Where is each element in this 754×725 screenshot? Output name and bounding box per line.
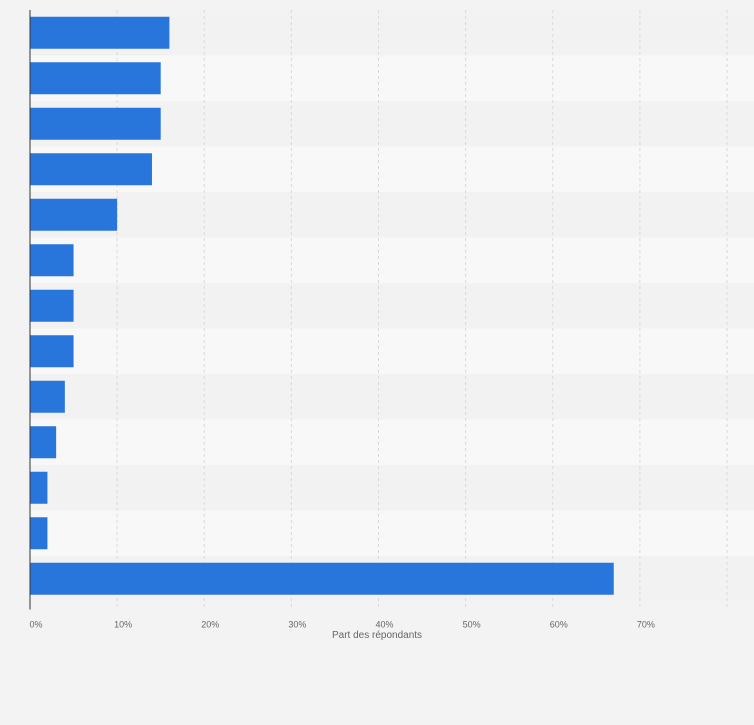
bar [30, 380, 65, 413]
row-band [30, 465, 754, 511]
bar [30, 517, 48, 550]
x-tick-label: 40% [375, 620, 393, 630]
gridlines [116, 10, 728, 610]
bar [30, 244, 74, 277]
row-band [30, 283, 754, 329]
bar [30, 335, 74, 368]
x-axis-ticks: 0% 10% 20% 30% 40% 50% 60% 70% [29, 620, 654, 630]
bar [30, 153, 152, 186]
bar [30, 16, 170, 49]
row-band [30, 237, 754, 283]
x-tick-label: 70% [637, 620, 655, 630]
x-tick-label: 10% [114, 620, 132, 630]
row-band [30, 328, 754, 374]
x-tick-label: 50% [463, 620, 481, 630]
bar [30, 107, 161, 140]
x-axis-title: Part des répondants [332, 630, 422, 641]
row-band [30, 192, 754, 238]
row-band [30, 510, 754, 556]
bar [30, 289, 74, 322]
bar [30, 562, 614, 595]
x-tick-label: 20% [201, 620, 219, 630]
row-band [30, 374, 754, 420]
x-tick-label: 60% [550, 620, 568, 630]
bar [30, 426, 57, 459]
bar [30, 471, 48, 504]
row-band [30, 419, 754, 465]
bar [30, 198, 118, 231]
x-tick-label: 30% [288, 620, 306, 630]
row-bands [30, 10, 754, 602]
bars [30, 16, 614, 595]
x-tick-label: 0% [29, 620, 42, 630]
bar [30, 62, 161, 95]
